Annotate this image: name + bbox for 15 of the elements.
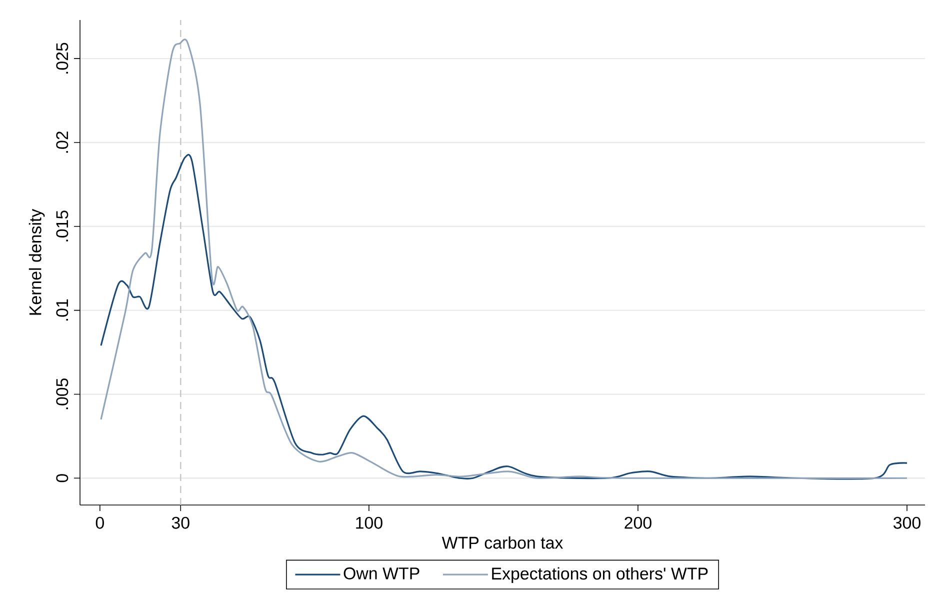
x-tick-label: 100 — [356, 516, 382, 529]
y-tick-label: .01 — [56, 299, 68, 321]
y-tick-label: .005 — [56, 378, 68, 410]
y-tick-label: .02 — [56, 132, 68, 153]
x-tick-label: 30 — [172, 516, 190, 529]
y-tick-label: 0 — [56, 474, 68, 482]
x-tick-label: 300 — [894, 516, 920, 529]
x-tick-label: 0 — [96, 516, 104, 529]
y-axis-title: Kernel density — [28, 208, 45, 315]
legend-label: Own WTP — [344, 567, 420, 580]
y-tick-label: .025 — [56, 42, 68, 74]
x-tick-label: 200 — [624, 516, 652, 529]
x-axis-title: WTP carbon tax — [442, 536, 564, 549]
legend-label: Expectations on others' WTP — [492, 567, 708, 583]
y-tick-label: .015 — [56, 210, 68, 242]
